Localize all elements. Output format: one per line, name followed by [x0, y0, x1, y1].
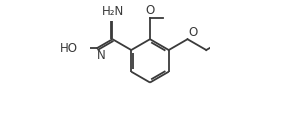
Text: O: O: [188, 26, 197, 39]
Text: H₂N: H₂N: [102, 5, 124, 18]
Text: N: N: [97, 49, 106, 62]
Text: HO: HO: [59, 42, 77, 55]
Text: O: O: [146, 4, 154, 17]
